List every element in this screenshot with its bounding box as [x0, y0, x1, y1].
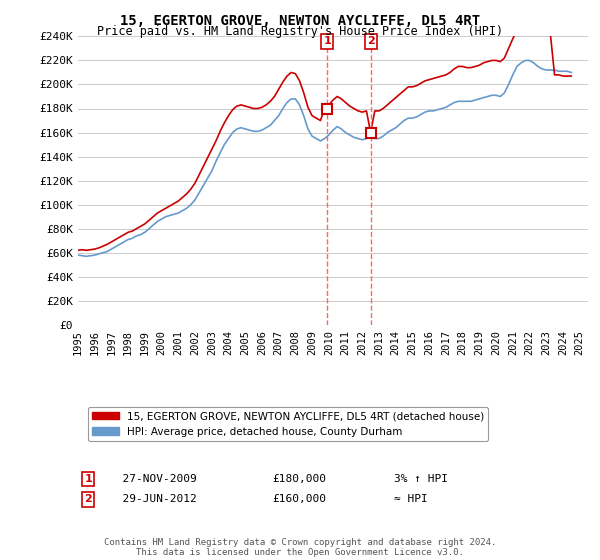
Text: 27-NOV-2009: 27-NOV-2009	[109, 474, 196, 484]
Text: Contains HM Land Registry data © Crown copyright and database right 2024.
This d: Contains HM Land Registry data © Crown c…	[104, 538, 496, 557]
Text: 2: 2	[367, 36, 374, 46]
Text: Price paid vs. HM Land Registry's House Price Index (HPI): Price paid vs. HM Land Registry's House …	[97, 25, 503, 38]
Text: 15, EGERTON GROVE, NEWTON AYCLIFFE, DL5 4RT: 15, EGERTON GROVE, NEWTON AYCLIFFE, DL5 …	[120, 14, 480, 28]
Text: ≈ HPI: ≈ HPI	[394, 494, 428, 505]
Text: £160,000: £160,000	[272, 494, 326, 505]
Text: 1: 1	[85, 474, 92, 484]
Text: 3% ↑ HPI: 3% ↑ HPI	[394, 474, 448, 484]
Text: £180,000: £180,000	[272, 474, 326, 484]
Text: 2: 2	[85, 494, 92, 505]
Text: 29-JUN-2012: 29-JUN-2012	[109, 494, 196, 505]
Text: 1: 1	[323, 36, 331, 46]
Legend: 15, EGERTON GROVE, NEWTON AYCLIFFE, DL5 4RT (detached house), HPI: Average price: 15, EGERTON GROVE, NEWTON AYCLIFFE, DL5 …	[88, 407, 488, 441]
